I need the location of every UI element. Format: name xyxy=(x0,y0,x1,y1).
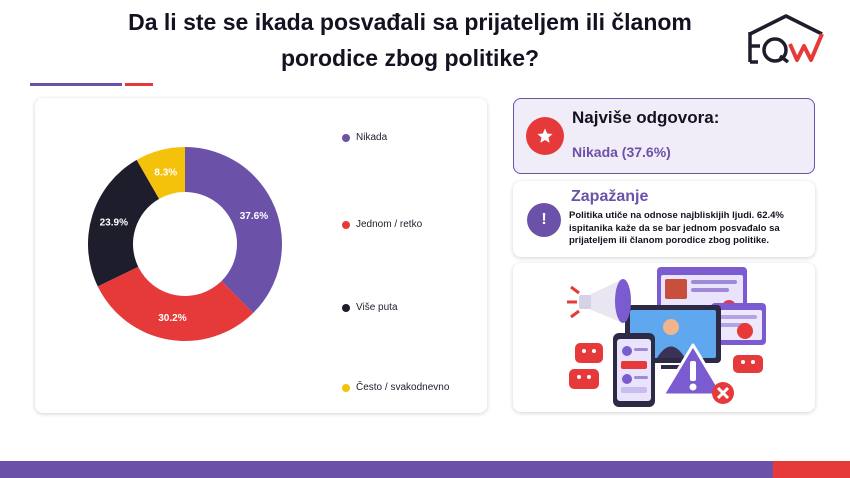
top-answer-card: Najviše odgovora: Nikada (37.6%) xyxy=(513,98,815,174)
legend-label: Često / svakodnevno xyxy=(356,382,450,393)
page-title: Da li ste se ikada posvađali sa prijatel… xyxy=(60,4,760,76)
legend-label: Više puta xyxy=(356,302,398,313)
illustration-card xyxy=(513,263,815,412)
donut-slice-label-1: 30.2% xyxy=(158,313,186,324)
legend-dot-icon xyxy=(342,383,350,392)
donut-slice-3 xyxy=(136,147,185,199)
footer-bar-purple xyxy=(0,461,773,478)
legend-item-2: Više puta xyxy=(342,302,398,313)
insight-text: Politika utiče na odnose najbliskijih lj… xyxy=(569,210,784,246)
accent-line-red xyxy=(125,83,153,86)
legend-item-1: Jednom / retko xyxy=(342,219,422,230)
donut-slice-label-3: 8.3% xyxy=(154,168,177,179)
legend-item-3: Često / svakodnevno xyxy=(342,382,449,393)
donut-slice-2 xyxy=(88,159,160,287)
insight-card: Zapažanje ! Politika utiče na odnose naj… xyxy=(513,181,815,257)
footer-bar-red xyxy=(773,461,850,478)
top-answer-heading: Najviše odgovora: xyxy=(572,108,720,127)
brand-logo-icon xyxy=(748,14,824,64)
accent-line-purple xyxy=(30,83,122,86)
exclamation-icon: ! xyxy=(527,203,561,237)
star-icon xyxy=(526,117,564,155)
donut-slice-label-2: 23.9% xyxy=(100,218,128,229)
legend-dot-icon xyxy=(342,303,350,312)
page-title-line-2: porodice zbog politike? xyxy=(280,45,540,71)
donut-slice-0 xyxy=(185,147,282,314)
legend-dot-icon xyxy=(342,133,350,142)
donut-chart-card: 37.6% 30.2% 23.9% 8.3% Nikada Jednom / retko… xyxy=(35,98,487,413)
page-title-line-1: Da li ste se ikada posvađali sa prijatel… xyxy=(128,9,692,35)
chart-legend: Nikada Jednom / retko Više puta Često / sva… xyxy=(342,98,482,413)
donut-chart: 37.6% 30.2% 23.9% 8.3% xyxy=(88,147,282,341)
insight-heading: Zapažanje xyxy=(571,188,649,205)
donut-slice-label-0: 37.6% xyxy=(240,211,268,222)
legend-dot-icon xyxy=(342,220,350,229)
social-media-conflict-illustration xyxy=(567,267,766,407)
legend-label: Jednom / retko xyxy=(356,219,423,230)
top-answer-value: Nikada (37.6%) xyxy=(572,144,671,160)
legend-label: Nikada xyxy=(356,132,388,143)
legend-item-0: Nikada xyxy=(342,132,387,143)
donut-slice-1 xyxy=(97,266,254,341)
